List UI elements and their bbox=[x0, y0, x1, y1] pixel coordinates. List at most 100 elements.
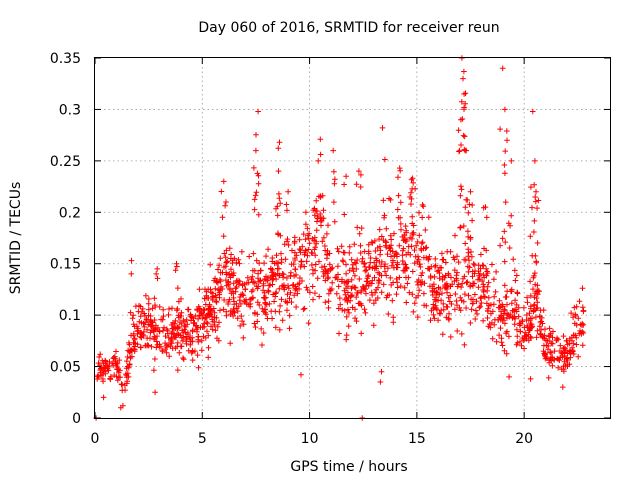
data-point bbox=[253, 147, 259, 154]
data-point bbox=[257, 267, 264, 274]
data-point bbox=[454, 283, 461, 290]
data-point bbox=[580, 322, 587, 328]
data-point bbox=[331, 180, 338, 187]
data-point bbox=[174, 306, 181, 312]
data-point bbox=[201, 307, 208, 313]
data-point bbox=[371, 300, 377, 306]
data-point bbox=[512, 267, 518, 274]
data-point bbox=[159, 348, 165, 354]
data-point bbox=[242, 299, 248, 305]
data-point bbox=[337, 301, 343, 308]
data-point bbox=[117, 374, 123, 380]
data-point bbox=[546, 333, 552, 340]
data-point bbox=[318, 222, 324, 229]
data-point bbox=[332, 218, 338, 225]
data-point bbox=[400, 237, 407, 243]
data-point bbox=[174, 263, 180, 270]
data-point bbox=[468, 306, 475, 313]
data-point bbox=[501, 258, 508, 265]
data-point bbox=[217, 255, 224, 261]
data-point bbox=[514, 290, 521, 297]
data-point bbox=[460, 75, 466, 82]
data-point bbox=[314, 218, 320, 225]
data-point bbox=[302, 248, 309, 254]
data-point bbox=[253, 132, 259, 138]
data-point bbox=[459, 331, 465, 337]
data-point bbox=[223, 247, 230, 254]
data-point bbox=[444, 289, 450, 296]
data-point bbox=[549, 363, 556, 369]
data-point bbox=[363, 290, 369, 297]
data-point bbox=[568, 310, 574, 316]
data-point bbox=[550, 328, 556, 335]
data-point bbox=[361, 248, 368, 255]
data-point bbox=[114, 366, 121, 372]
data-point bbox=[216, 289, 223, 296]
data-point bbox=[537, 307, 544, 313]
y-tick-label: 0.3 bbox=[59, 102, 81, 118]
data-point bbox=[390, 259, 396, 266]
data-point bbox=[358, 172, 364, 178]
data-point bbox=[265, 287, 271, 294]
data-point bbox=[530, 286, 536, 292]
data-point bbox=[531, 273, 537, 279]
data-point bbox=[414, 239, 421, 245]
data-point bbox=[301, 251, 308, 258]
data-point bbox=[304, 252, 311, 259]
data-point bbox=[496, 298, 503, 304]
data-points bbox=[93, 55, 587, 421]
data-point bbox=[465, 292, 472, 299]
data-point bbox=[124, 358, 130, 364]
data-point bbox=[435, 267, 442, 274]
data-point bbox=[464, 279, 471, 285]
data-point bbox=[484, 268, 490, 275]
data-point bbox=[281, 284, 288, 291]
data-point bbox=[346, 310, 352, 316]
data-point bbox=[467, 188, 474, 195]
data-point bbox=[461, 68, 467, 75]
data-point bbox=[343, 173, 349, 180]
data-point bbox=[346, 250, 353, 256]
data-point bbox=[264, 315, 271, 322]
data-point bbox=[476, 273, 483, 279]
data-point bbox=[502, 239, 509, 245]
data-point bbox=[230, 280, 237, 286]
data-point bbox=[369, 280, 375, 287]
data-point bbox=[231, 298, 237, 305]
data-point bbox=[339, 307, 345, 313]
data-point bbox=[404, 280, 411, 287]
data-point bbox=[502, 294, 509, 300]
data-point bbox=[474, 311, 480, 317]
y-tick-label: 0 bbox=[72, 411, 81, 427]
data-point bbox=[95, 374, 102, 380]
data-point bbox=[521, 333, 528, 339]
data-point bbox=[101, 365, 107, 372]
data-point bbox=[110, 362, 116, 369]
data-point bbox=[130, 321, 137, 327]
data-point bbox=[341, 211, 348, 218]
data-point bbox=[454, 277, 460, 283]
data-point bbox=[524, 299, 531, 306]
data-point bbox=[408, 176, 415, 183]
data-point bbox=[573, 322, 580, 328]
data-point bbox=[395, 192, 402, 199]
data-point bbox=[325, 305, 332, 311]
data-point bbox=[512, 297, 518, 304]
data-point bbox=[145, 300, 152, 307]
data-point bbox=[542, 352, 548, 358]
data-point bbox=[279, 317, 286, 324]
data-point bbox=[176, 350, 183, 356]
data-point bbox=[557, 342, 564, 349]
data-point bbox=[571, 304, 578, 311]
data-point bbox=[372, 264, 379, 270]
data-point bbox=[419, 270, 426, 276]
data-point bbox=[227, 274, 234, 281]
data-point bbox=[221, 297, 227, 303]
data-point bbox=[504, 288, 510, 295]
data-point bbox=[313, 197, 319, 204]
data-point bbox=[105, 367, 112, 374]
data-point bbox=[580, 342, 586, 348]
data-point bbox=[307, 289, 313, 296]
data-point bbox=[470, 261, 477, 267]
data-point bbox=[233, 305, 240, 311]
